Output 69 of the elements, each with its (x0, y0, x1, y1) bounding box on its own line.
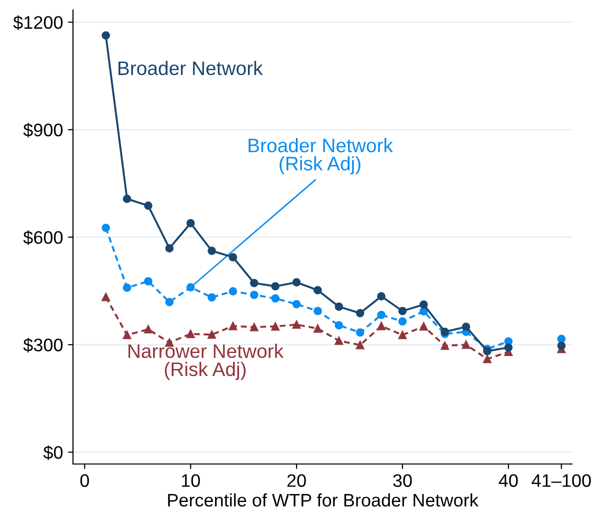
x-axis-title: Percentile of WTP for Broader Network (168, 493, 478, 507)
point (462, 322, 470, 331)
point (144, 325, 152, 334)
point (250, 322, 258, 332)
point (144, 277, 152, 286)
point (144, 201, 152, 210)
y-tick-label: $1200 (13, 15, 63, 30)
point (292, 278, 301, 286)
point (440, 342, 450, 350)
point (314, 306, 322, 316)
point (250, 278, 258, 288)
point (334, 336, 344, 345)
point (165, 244, 174, 252)
x-tick-label: 20 (287, 474, 306, 487)
x-tick-label: 30 (393, 474, 412, 487)
point (250, 290, 258, 300)
point (557, 342, 566, 350)
point (122, 330, 132, 340)
point (398, 330, 407, 340)
point (208, 293, 216, 302)
point (186, 283, 195, 292)
point (377, 322, 386, 330)
y-tick-label: $0 (43, 445, 63, 460)
x-tick-label: 40 (498, 474, 518, 487)
series-label: Broader Network (118, 60, 263, 76)
point (292, 320, 301, 329)
series-label: Narrower Network (Risk Adj) (128, 344, 284, 380)
point (271, 294, 280, 303)
point (186, 219, 195, 228)
y-tick-label: $600 (23, 230, 63, 245)
point (420, 300, 428, 309)
point (314, 286, 322, 294)
point (165, 298, 174, 306)
point (102, 31, 110, 40)
point (356, 308, 364, 318)
y-tick-label: $900 (23, 122, 63, 138)
point (228, 253, 238, 262)
point (102, 224, 110, 232)
point (314, 324, 322, 333)
point (504, 343, 513, 352)
point (271, 282, 280, 290)
point (186, 330, 195, 338)
point (440, 328, 450, 336)
point (377, 310, 386, 320)
point (122, 194, 132, 204)
point (334, 321, 344, 330)
point (334, 302, 344, 311)
point (557, 334, 566, 344)
point (208, 330, 216, 339)
point (377, 292, 386, 300)
x-tick-label: 41–100 (532, 474, 591, 487)
point (208, 246, 216, 255)
point (356, 328, 364, 337)
point (228, 287, 238, 296)
point (356, 340, 364, 350)
text: Broader Network (Risk Adj) (248, 138, 393, 174)
point (483, 354, 492, 364)
point (398, 306, 407, 316)
point (122, 284, 132, 292)
y-tick-label: $300 (23, 338, 63, 352)
point (271, 322, 280, 331)
point (292, 300, 301, 308)
point (102, 292, 110, 302)
point (462, 340, 470, 349)
x-tick-label: 10 (182, 474, 200, 487)
x-tick-label: 0 (80, 474, 89, 487)
point (420, 322, 428, 331)
point (398, 317, 407, 326)
point (228, 322, 238, 330)
